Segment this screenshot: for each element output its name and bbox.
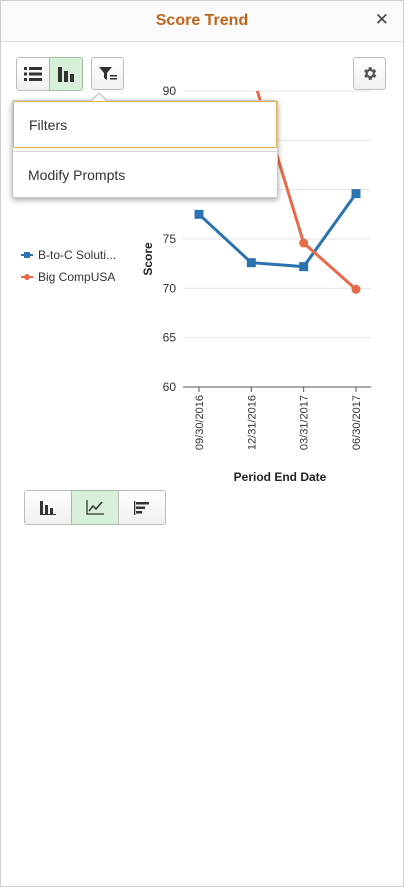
close-icon[interactable]: ✕ (374, 10, 389, 29)
line-chart-icon (86, 500, 104, 515)
data-point[interactable] (351, 189, 361, 199)
x-tick-label: 06/30/2017 (351, 395, 363, 450)
line-chart: 60657075808590 09/30/201612/31/201603/31… (141, 84, 371, 484)
y-axis-label: Score (141, 242, 155, 276)
gear-icon (364, 67, 377, 80)
chart-view-button[interactable] (49, 57, 83, 91)
list-view-icon (24, 67, 42, 81)
bar-chart-button[interactable] (24, 490, 72, 525)
horizontal-bar-chart-icon (134, 500, 149, 515)
filter-button[interactable] (91, 57, 124, 90)
menu-item-modify-prompts[interactable]: Modify Prompts (13, 151, 277, 197)
y-tick-label: 60 (163, 380, 177, 394)
filter-dropdown-menu: Filters Modify Prompts (12, 94, 278, 198)
menu-item-filters[interactable]: Filters (13, 101, 277, 148)
dropdown-arrow-inner (92, 94, 106, 101)
vertical-bar-chart-icon (40, 500, 56, 515)
data-point[interactable] (299, 238, 309, 248)
legend-item[interactable]: Big CompUSA (21, 263, 116, 290)
legend-label: Big CompUSA (38, 269, 116, 284)
view-toggle (16, 57, 83, 91)
series-line (197, 192, 358, 269)
data-point[interactable] (246, 258, 256, 268)
line-chart-button[interactable] (71, 490, 119, 525)
data-point[interactable] (194, 209, 204, 219)
legend-marker-circle (21, 273, 33, 280)
chart-type-switcher (24, 490, 166, 525)
y-tick-label: 90 (163, 84, 177, 98)
legend-marker-square (21, 251, 33, 258)
legend-label: B-to-C Soluti... (38, 247, 117, 262)
horizontal-bar-chart-button[interactable] (118, 490, 166, 525)
x-tick-label: 03/31/2017 (299, 395, 311, 450)
chart-legend: B-to-C Soluti... Big CompUSA (21, 241, 116, 290)
panel-header: Score Trend ✕ (1, 1, 403, 42)
x-axis-label: Period End Date (234, 470, 327, 484)
y-tick-label: 65 (163, 331, 177, 345)
settings-button[interactable] (353, 57, 386, 90)
x-tick-label: 12/31/2016 (246, 395, 258, 450)
filter-icon (98, 66, 117, 80)
x-tick-label: 09/30/2016 (194, 395, 206, 450)
y-tick-label: 75 (163, 232, 177, 246)
data-point[interactable] (351, 284, 361, 294)
panel-title: Score Trend (155, 12, 249, 29)
legend-item[interactable]: B-to-C Soluti... (21, 241, 116, 268)
chart-view-icon (58, 67, 74, 82)
y-tick-label: 70 (163, 281, 177, 295)
data-point[interactable] (299, 262, 309, 272)
